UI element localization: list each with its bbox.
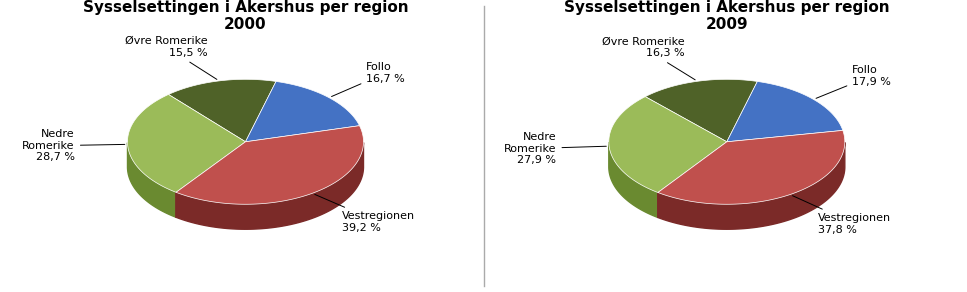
- Title: Sysselsettingen i Akershus per region
2000: Sysselsettingen i Akershus per region 20…: [83, 0, 408, 32]
- Polygon shape: [658, 142, 727, 218]
- Text: Øvre Romerike
15,5 %: Øvre Romerike 15,5 %: [125, 36, 217, 79]
- Polygon shape: [658, 142, 845, 229]
- Polygon shape: [128, 94, 246, 192]
- Polygon shape: [609, 142, 658, 218]
- Polygon shape: [176, 142, 364, 229]
- Text: Vestregionen
39,2 %: Vestregionen 39,2 %: [315, 194, 415, 233]
- Text: Nedre
Romerike
27,9 %: Nedre Romerike 27,9 %: [504, 132, 606, 165]
- Polygon shape: [246, 81, 360, 142]
- Polygon shape: [176, 142, 246, 217]
- Polygon shape: [645, 79, 757, 142]
- Text: Follo
17,9 %: Follo 17,9 %: [816, 65, 892, 98]
- Polygon shape: [658, 131, 845, 204]
- Polygon shape: [176, 126, 364, 204]
- Text: Vestregionen
37,8 %: Vestregionen 37,8 %: [793, 196, 892, 235]
- Polygon shape: [168, 79, 276, 142]
- Polygon shape: [658, 142, 727, 218]
- Polygon shape: [176, 142, 246, 217]
- Text: Øvre Romerike
16,3 %: Øvre Romerike 16,3 %: [601, 37, 695, 80]
- Polygon shape: [609, 97, 727, 192]
- Title: Sysselsettingen i Akershus per region
2009: Sysselsettingen i Akershus per region 20…: [564, 0, 890, 32]
- Text: Nedre
Romerike
28,7 %: Nedre Romerike 28,7 %: [22, 129, 125, 162]
- Polygon shape: [727, 81, 843, 142]
- Polygon shape: [128, 143, 176, 217]
- Text: Follo
16,7 %: Follo 16,7 %: [332, 62, 405, 97]
